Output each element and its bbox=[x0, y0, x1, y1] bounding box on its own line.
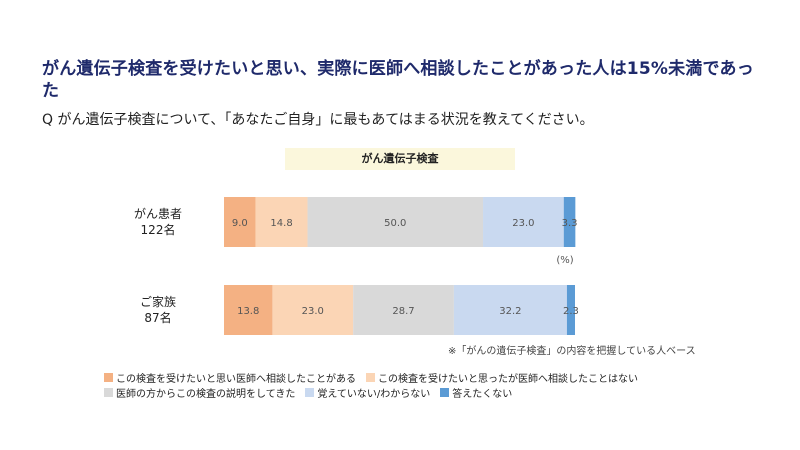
bar-segment bbox=[353, 285, 454, 335]
legend-label: この検査を受けたいと思ったが医師へ相談したことはない bbox=[378, 374, 638, 385]
legend-item: この検査を受けたいと思ったが医師へ相談したことはない bbox=[366, 370, 638, 385]
data-label: 2.3 bbox=[563, 306, 579, 317]
legend-label: この検査を受けたいと思い医師へ相談したことがある bbox=[116, 374, 356, 385]
data-label: 3.3 bbox=[562, 218, 578, 229]
bar-segment bbox=[255, 197, 308, 247]
legend-label: 覚えていない/わからない bbox=[317, 389, 431, 400]
category-label: がん患者 bbox=[134, 206, 182, 221]
bar-segment bbox=[307, 197, 484, 247]
legend-label: 医師の方からこの検査の説明をしてきた bbox=[116, 389, 296, 400]
legend-swatch bbox=[366, 373, 375, 382]
data-label: 23.0 bbox=[512, 218, 534, 229]
legend-swatch bbox=[104, 388, 113, 397]
data-label: 28.7 bbox=[392, 306, 414, 317]
legend-item: 答えたくない bbox=[440, 385, 512, 400]
legend: この検査を受けたいと思い医師へ相談したことがある この検査を受けたいと思ったが医… bbox=[104, 370, 764, 400]
legend-swatch bbox=[440, 388, 450, 397]
data-label: 50.0 bbox=[384, 218, 406, 229]
unit-label: (%) bbox=[556, 255, 573, 266]
data-label: 32.2 bbox=[499, 306, 521, 317]
data-label: 14.8 bbox=[270, 218, 292, 229]
category-count: 87名 bbox=[144, 310, 171, 325]
legend-item: 覚えていない/わからない bbox=[305, 385, 430, 400]
footnote: ※「がんの遺伝子検査」の内容を把握している人ベース bbox=[448, 346, 696, 357]
category-count: 122名 bbox=[141, 222, 176, 237]
bar-segment bbox=[566, 285, 575, 335]
question-text: Q がん遺伝子検査について、「あなたご自身」に最もあてはまる状況を教えてください… bbox=[42, 112, 594, 128]
bar-segment bbox=[224, 197, 256, 247]
data-label: 13.8 bbox=[237, 306, 259, 317]
bar-segment bbox=[224, 285, 273, 335]
legend-item: この検査を受けたいと思い医師へ相談したことがある bbox=[104, 370, 356, 385]
bar-segment bbox=[272, 285, 354, 335]
legend-label: 答えたくない bbox=[452, 389, 513, 400]
chart-label: がん遺伝子検査 bbox=[285, 148, 515, 170]
legend-swatch bbox=[104, 373, 113, 382]
legend-row-1: この検査を受けたいと思い医師へ相談したことがある この検査を受けたいと思ったが医… bbox=[104, 370, 764, 385]
bar-segment bbox=[563, 197, 576, 247]
headline: がん遺伝子検査を受けたいと思い、実際に医師へ相談したことがあった人は15%未満で… bbox=[42, 59, 754, 101]
legend-swatch bbox=[305, 388, 315, 397]
bar-segment bbox=[483, 197, 564, 247]
bar-segment bbox=[453, 285, 567, 335]
data-label: 23.0 bbox=[302, 306, 324, 317]
data-label: 9.0 bbox=[232, 218, 248, 229]
legend-item: 医師の方からこの検査の説明をしてきた bbox=[104, 385, 295, 400]
category-label: ご家族 bbox=[140, 294, 176, 309]
legend-row-2: 医師の方からこの検査の説明をしてきた 覚えていない/わからない 答えたくない bbox=[104, 385, 764, 400]
